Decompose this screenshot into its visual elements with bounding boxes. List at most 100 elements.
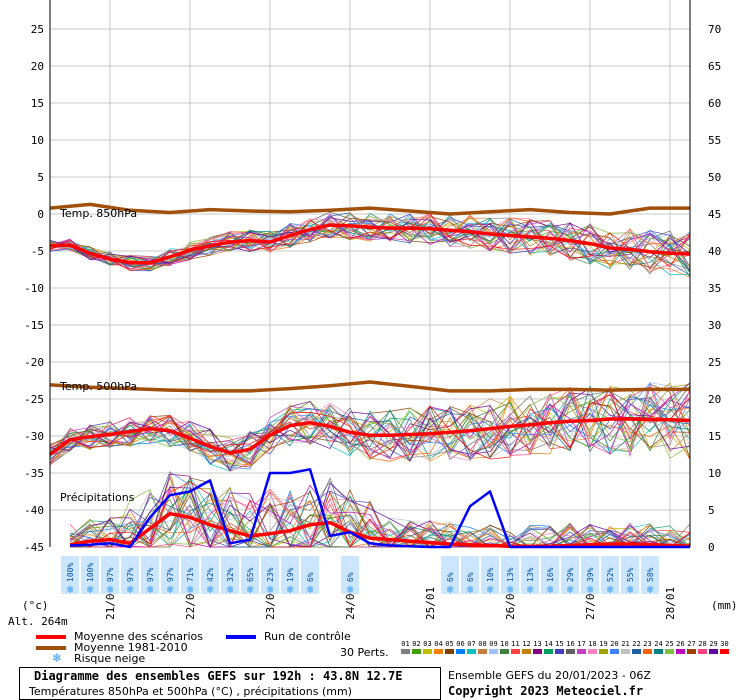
member-legend-item: 11 (510, 640, 521, 654)
snow-risk-cell (441, 556, 459, 594)
snow-risk-cell (161, 556, 179, 594)
snow-risk-pct: 58% (646, 567, 655, 582)
snowflake-icon: ❄ (167, 583, 174, 596)
snow-risk-pct: 97% (106, 567, 115, 582)
member-legend-item: 23 (642, 640, 653, 654)
snow-risk-pct: 6% (346, 572, 355, 582)
precip-panel-label: Précipitations (60, 491, 135, 504)
member-line (49, 382, 691, 465)
member-legend-swatch (588, 649, 597, 654)
legend-control-label: Run de contrôle (264, 630, 351, 643)
snow-risk-cell (501, 556, 519, 594)
member-legend-swatch (467, 649, 476, 654)
member-legend-label: 26 (676, 640, 685, 648)
right-tick-label: 35 (708, 282, 721, 295)
left-tick-label: -45 (24, 541, 44, 554)
member-legend-swatch (720, 649, 729, 654)
left-tick-label: -35 (24, 467, 44, 480)
member-legend-swatch (511, 649, 520, 654)
left-tick-label: 5 (37, 171, 44, 184)
member-legend-item: 03 (422, 640, 433, 654)
snow-risk-pct: 10% (486, 567, 495, 582)
snow-risk-pct: 71% (186, 567, 195, 582)
x-tick-label: 21/01 (104, 587, 117, 620)
member-legend-label: 01 (401, 640, 410, 648)
right-tick-label: 20 (708, 393, 721, 406)
member-legend-label: 04 (434, 640, 443, 648)
snow-risk-cell (541, 556, 559, 594)
member-legend-item: 14 (543, 640, 554, 654)
right-tick-label: 40 (708, 245, 721, 258)
member-legend-label: 24 (654, 640, 663, 648)
member-legend-label: 14 (544, 640, 553, 648)
snow-risk-pct: 55% (626, 567, 635, 582)
right-tick-label: 50 (708, 171, 721, 184)
member-legend-swatch (401, 649, 410, 654)
snowflake-icon: ❄ (547, 583, 554, 596)
member-legend-swatch (599, 649, 608, 654)
snowflake-icon: ❄ (587, 583, 594, 596)
right-axis-unit: (mm) (711, 599, 738, 612)
snowflake-icon: ❄ (247, 583, 254, 596)
snow-risk-row: 100%❄100%❄97%❄97%❄97%❄97%❄71%❄42%❄32%❄65… (61, 556, 659, 596)
member-legend-label: 09 (489, 640, 498, 648)
series-line-t850 (49, 202, 690, 216)
title-box: Diagramme des ensembles GEFS sur 192h : … (19, 667, 441, 700)
member-legend-item: 30 (719, 640, 730, 654)
snowflake-icon: ❄ (487, 583, 494, 596)
snow-risk-pct: 13% (526, 567, 535, 582)
snow-risk-cell (641, 556, 659, 594)
snow-risk-cell (521, 556, 539, 594)
member-legend-swatch (566, 649, 575, 654)
member-legend-item: 27 (686, 640, 697, 654)
member-legend-item: 17 (576, 640, 587, 654)
member-line (49, 394, 691, 460)
member-legend-swatch (544, 649, 553, 654)
member-legend-swatch (478, 649, 487, 654)
member-legend-label: 20 (610, 640, 619, 648)
left-tick-label: -30 (24, 430, 44, 443)
snow-risk-pct: 16% (546, 567, 555, 582)
left-tick-label: -10 (24, 282, 44, 295)
member-line (49, 385, 691, 466)
altitude-label: Alt. 264m (8, 615, 68, 628)
snow-risk-pct: 100% (86, 563, 95, 582)
member-legend-label: 08 (478, 640, 487, 648)
snow-risk-pct: 29% (566, 567, 575, 582)
member-legend-label: 17 (577, 640, 586, 648)
snowflake-icon: ❄ (607, 583, 614, 596)
snow-risk-cell (621, 556, 639, 594)
member-line (49, 384, 691, 471)
member-legend-item: 07 (466, 640, 477, 654)
member-legend-item: 16 (565, 640, 576, 654)
x-tick-label: 24/01 (344, 587, 357, 620)
member-legend-swatch (412, 649, 421, 654)
member-legend-item: 13 (532, 640, 543, 654)
member-legend-item: 18 (587, 640, 598, 654)
x-tick-label: 28/01 (664, 587, 677, 620)
member-line (49, 386, 691, 464)
snow-risk-cell (581, 556, 599, 594)
member-legend-swatch (643, 649, 652, 654)
member-legend-label: 29 (709, 640, 718, 648)
member-line (49, 212, 691, 276)
right-tick-label: 0 (708, 541, 715, 554)
left-tick-label: 10 (31, 134, 44, 147)
snow-risk-cell (81, 556, 99, 594)
chart-subtitle: Températures 850hPa et 500hPa (°C) , pré… (29, 685, 352, 698)
snowflake-icon: ❄ (447, 583, 454, 596)
member-legend-item: 02 (411, 640, 422, 654)
right-tick-label: 10 (708, 467, 721, 480)
left-axis-unit: (°c) (22, 599, 49, 612)
right-tick-label: 60 (708, 97, 721, 110)
member-legend-swatch (533, 649, 542, 654)
t500-panel-label: Temp. 500hPa (59, 380, 137, 393)
member-legend-label: 23 (643, 640, 652, 648)
snow-risk-pct: 100% (66, 563, 75, 582)
series-line-t850 (49, 223, 691, 265)
series-line-precip (69, 468, 690, 549)
member-legend-swatch (698, 649, 707, 654)
member-legend-label: 15 (555, 640, 564, 648)
x-tick-label: 26/01 (504, 587, 517, 620)
member-legend-label: 25 (665, 640, 674, 648)
